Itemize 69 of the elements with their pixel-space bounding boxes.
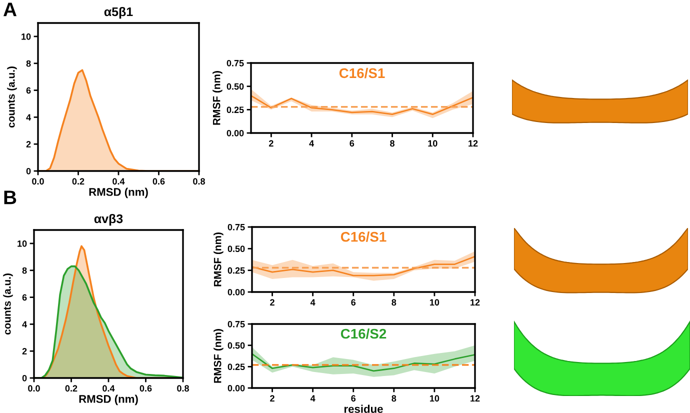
text: B <box>4 190 16 204</box>
y-tick-label: 0.00 <box>226 130 244 136</box>
x-tick-label: 10 <box>430 395 440 402</box>
y-tick-label: 6 <box>26 87 31 94</box>
y-tick-label: 8 <box>26 60 31 67</box>
x-axis-title: RMSD (nm) <box>89 188 148 198</box>
x-tick-label: 6 <box>350 140 354 147</box>
y-axis-title: RMSF (nm) <box>212 71 222 125</box>
y-tick-label: 6 <box>22 294 27 301</box>
y-tick-label: 0.75 <box>228 224 245 230</box>
y-axis-title: counts (a.u.) <box>3 274 13 335</box>
x-tick-label: 8 <box>390 140 395 147</box>
chart-title: α5β1 <box>104 6 133 19</box>
y-tick-label: 0.50 <box>228 246 245 252</box>
x-axis-title: residue <box>344 404 383 413</box>
x-tick-label: 0.6 <box>140 385 152 392</box>
x-tick-label: 2 <box>270 395 274 402</box>
y-tick-label: 0.50 <box>228 342 245 349</box>
x-tick-label: 12 <box>470 395 480 402</box>
x-tick-label: 4 <box>310 299 316 306</box>
x-tick-label: 2 <box>268 140 274 146</box>
y-tick-label: 4 <box>26 114 32 120</box>
x-axis-title: RMSD (nm) <box>79 394 138 406</box>
x-tick-label: 0.0 <box>28 385 40 392</box>
text: A <box>3 2 17 16</box>
line-series <box>252 353 475 372</box>
y-tick-label: 10 <box>18 240 27 247</box>
y-axis-title: RMSF (nm) <box>214 329 224 383</box>
x-tick-label: 10 <box>430 299 440 306</box>
y-tick-label: 2 <box>22 348 27 354</box>
y-axis-title: RMSF (nm) <box>214 232 224 286</box>
x-tick-label: 8 <box>392 299 396 306</box>
y-tick-label: 0.75 <box>228 320 245 328</box>
x-tick-label: 0.4 <box>102 385 115 392</box>
y-tick-label: 0 <box>22 374 27 382</box>
x-tick-label: 0.2 <box>72 178 84 185</box>
y-axis-title: counts (a.u.) <box>7 66 17 128</box>
line-series <box>252 256 475 276</box>
x-tick-label: 8 <box>392 395 396 402</box>
y-tick-label: 0.00 <box>228 288 245 296</box>
y-tick-label: 0.50 <box>226 83 244 90</box>
x-tick-label: 0.4 <box>112 178 125 185</box>
chart-title: αvβ3 <box>94 214 123 226</box>
series-label: C16/S2 <box>340 328 386 339</box>
y-tick-label: 10 <box>22 33 31 40</box>
line-series <box>251 94 473 116</box>
x-tick-label: 0.2 <box>65 385 78 392</box>
text: C16/S1 <box>339 68 385 78</box>
x-tick-label: 4 <box>310 395 316 402</box>
x-tick-label: 0.0 <box>32 178 44 185</box>
y-tick-label: 4 <box>22 321 28 328</box>
text: C16/S1 <box>340 232 386 242</box>
x-tick-label: 0.6 <box>152 178 165 185</box>
x-tick-label: 6 <box>351 395 356 402</box>
x-tick-label: 10 <box>428 140 438 147</box>
y-tick-label: 8 <box>22 267 27 274</box>
x-tick-label: 12 <box>468 140 478 146</box>
x-tick-label: 2 <box>270 299 274 306</box>
y-tick-label: 0.25 <box>228 267 245 274</box>
y-tick-label: 0.25 <box>228 364 245 370</box>
x-tick-label: 6 <box>351 299 356 306</box>
x-tick-label: 0.8 <box>177 385 189 392</box>
y-tick-label: 0.25 <box>226 106 244 114</box>
x-tick-label: 4 <box>309 140 314 146</box>
x-tick-label: 12 <box>470 299 480 306</box>
y-tick-label: 0 <box>26 168 31 174</box>
y-tick-label: 0.75 <box>226 60 244 66</box>
x-tick-label: 0.8 <box>193 178 205 185</box>
y-tick-label: 0.00 <box>228 384 245 392</box>
